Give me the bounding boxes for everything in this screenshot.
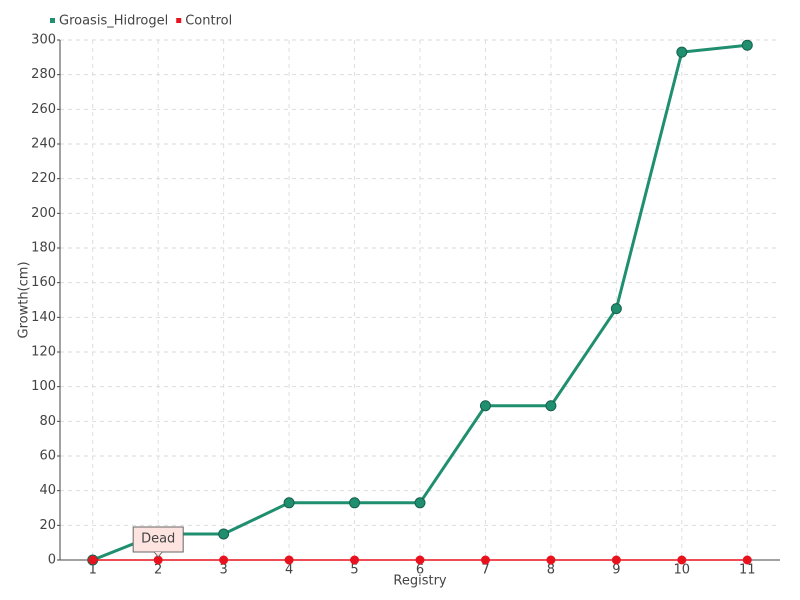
y-tick-label: 280 [31,67,56,82]
data-point [546,555,556,565]
data-point [219,555,229,565]
x-tick-label: 3 [219,563,227,578]
data-point [676,46,688,58]
x-tick-label: 10 [674,563,691,578]
y-tick-label: 180 [31,241,56,256]
y-tick-label: 220 [31,171,56,186]
y-tick-label: 200 [31,206,56,221]
y-tick-label: 300 [31,33,56,48]
legend-swatch [50,18,55,23]
data-point [611,555,621,565]
x-tick-label: 9 [612,563,620,578]
x-tick-label: 5 [350,563,358,578]
annotation-text: Dead [141,532,175,547]
y-tick-label: 0 [48,553,56,568]
data-point [677,555,687,565]
data-point [414,497,426,509]
data-point [350,555,360,565]
data-point [88,555,98,565]
legend-label: Control [185,14,232,29]
data-point [742,555,752,565]
data-point [283,497,295,509]
x-tick-label: 1 [89,563,97,578]
data-point [480,555,490,565]
y-tick-label: 240 [31,137,56,152]
y-tick-label: 60 [39,449,56,464]
y-axis-label: Growth(cm) [17,261,32,338]
data-point [218,528,230,540]
y-tick-label: 100 [31,379,56,394]
data-point [415,555,425,565]
data-point [284,555,294,565]
x-tick-label: 11 [739,563,756,578]
annotation-pointer [153,551,163,558]
y-tick-label: 120 [31,345,56,360]
y-tick-label: 20 [39,518,56,533]
y-tick-label: 260 [31,102,56,117]
data-point [741,39,753,51]
x-tick-label: 8 [547,563,555,578]
x-tick-label: 7 [481,563,489,578]
data-point [545,400,557,412]
x-axis-label: Registry [393,574,447,589]
data-point [349,497,361,509]
annotation-box [132,526,184,553]
x-tick-label: 6 [416,563,424,578]
legend-swatch [176,18,182,23]
x-tick-label: 4 [285,563,293,578]
x-tick-label: 2 [154,563,162,578]
legend-label: Groasis_Hidrogel [59,14,168,29]
y-tick-label: 80 [39,414,56,429]
data-point [479,400,491,412]
data-point [610,303,622,315]
y-tick-label: 160 [31,275,56,290]
y-tick-label: 140 [31,310,56,325]
y-tick-label: 40 [39,483,56,498]
